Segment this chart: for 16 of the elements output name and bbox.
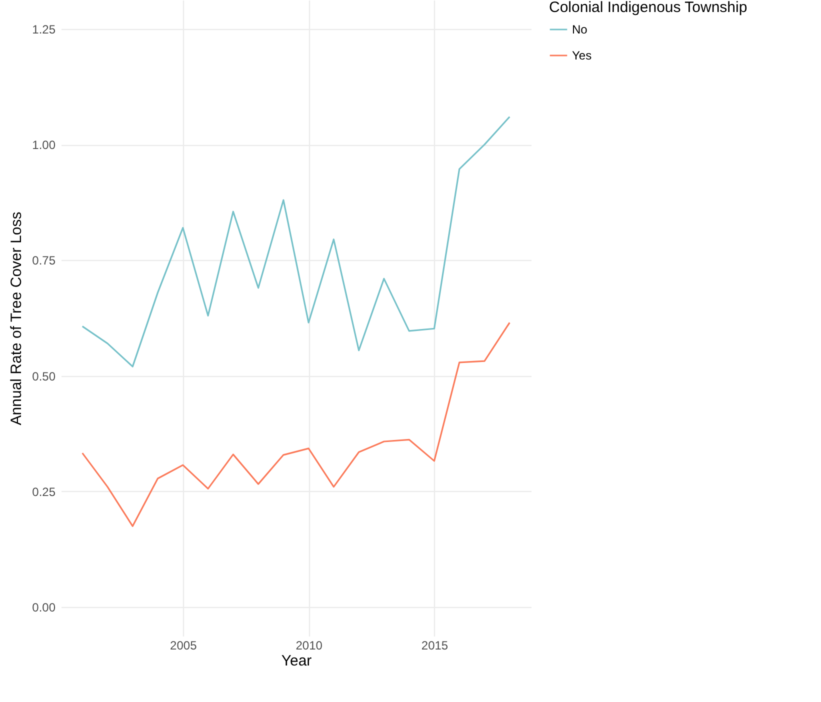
y-tick-label: 0.25 (32, 484, 56, 499)
legend-label: No (572, 22, 588, 36)
y-tick-label: 0.00 (32, 600, 56, 615)
x-tick-label: 2015 (421, 638, 448, 652)
y-axis-title: Annual Rate of Tree Cover Loss (8, 212, 26, 426)
y-tick-label: 1.25 (32, 22, 56, 36)
y-tick-label: 1.00 (32, 138, 56, 152)
x-axis-title: Year (281, 652, 312, 670)
x-tick-label: 2010 (296, 638, 323, 652)
line-series (82, 322, 510, 527)
x-tick-label: 2005 (170, 638, 198, 652)
legend-label: Yes (572, 48, 592, 62)
line-series (82, 116, 510, 368)
y-tick-label: 0.50 (32, 369, 56, 384)
legend-title: Colonial Indigenous Township (549, 0, 748, 16)
y-tick-label: 0.75 (32, 254, 56, 268)
